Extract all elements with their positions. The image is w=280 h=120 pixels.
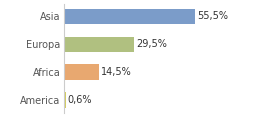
Bar [64,9,195,24]
Bar [64,64,99,80]
Text: 29,5%: 29,5% [136,39,167,49]
Bar [64,36,134,52]
Text: 0,6%: 0,6% [68,95,92,105]
Bar [64,92,66,108]
Text: 14,5%: 14,5% [101,67,131,77]
Text: 55,5%: 55,5% [197,11,228,21]
